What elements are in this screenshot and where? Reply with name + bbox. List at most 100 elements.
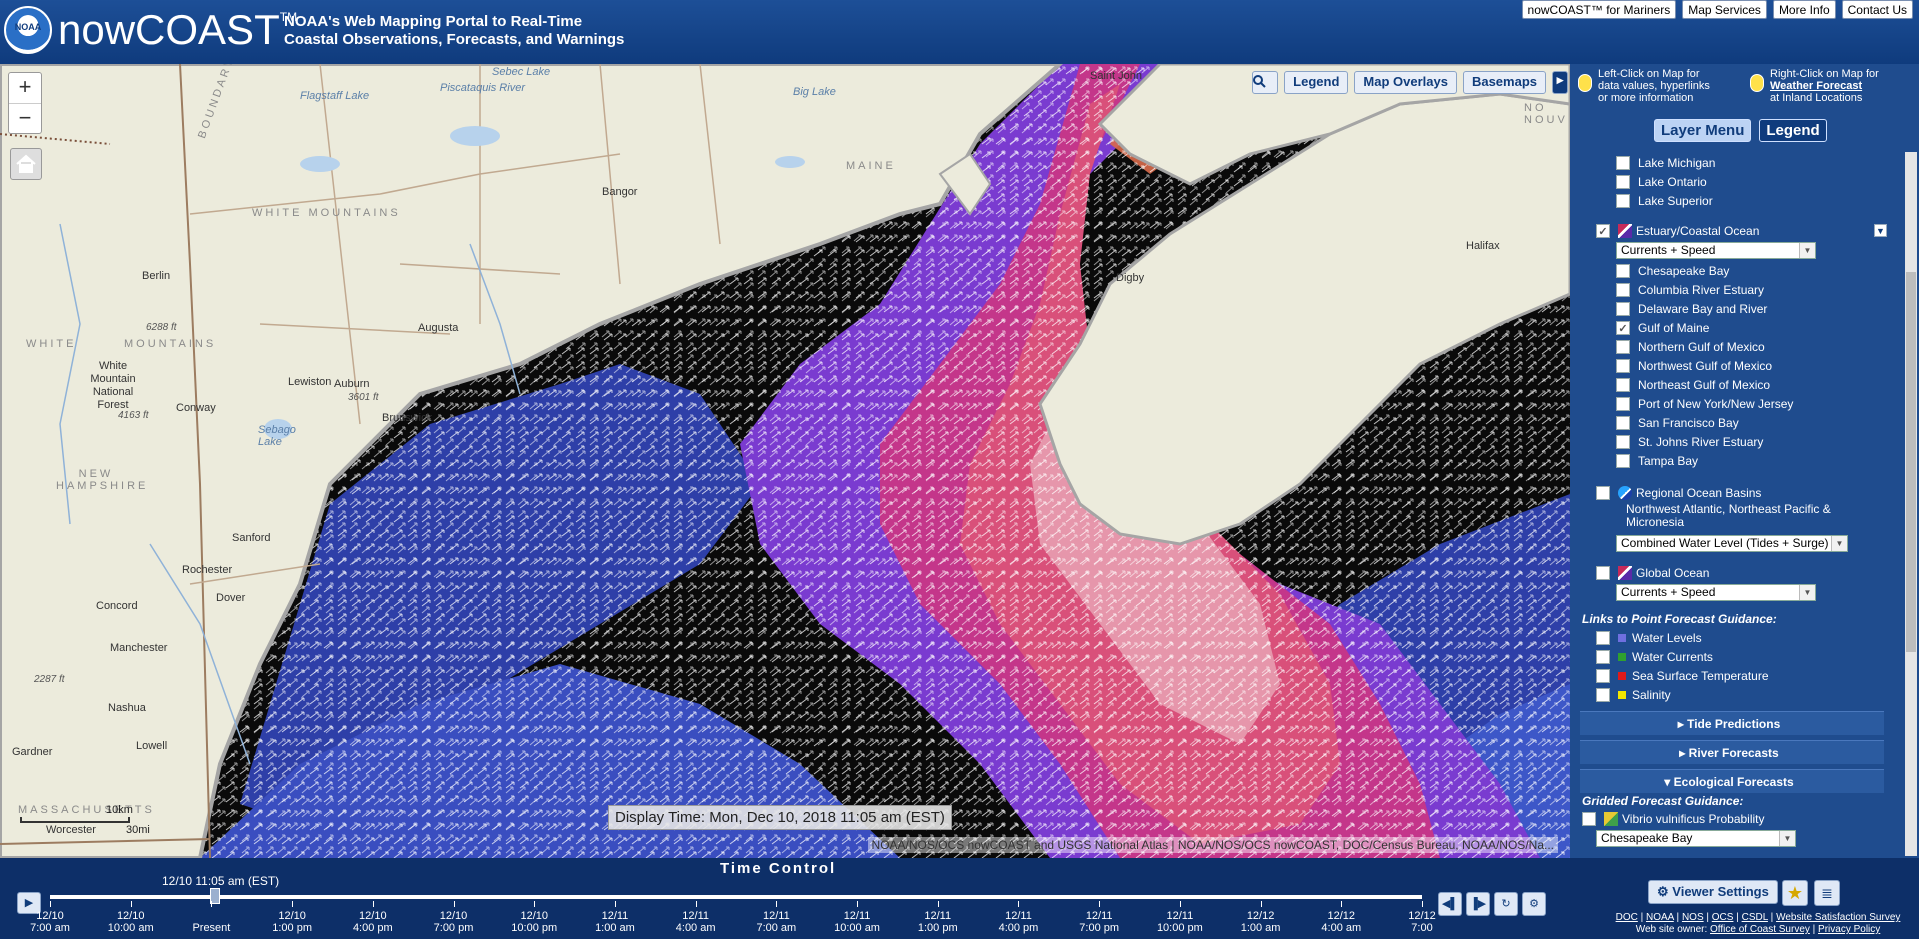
layer-checkbox[interactable] bbox=[1616, 175, 1630, 189]
estuary-item-row[interactable]: Northern Gulf of Mexico bbox=[1616, 338, 1765, 356]
estuary-item-row[interactable]: Delaware Bay and River bbox=[1616, 300, 1767, 318]
zoom-in-button[interactable]: + bbox=[18, 74, 32, 99]
basemaps-button[interactable]: Basemaps bbox=[1462, 71, 1546, 94]
estuary-item-checkbox[interactable] bbox=[1616, 264, 1630, 278]
csdl-link[interactable]: CSDL bbox=[1741, 912, 1768, 923]
tide-predictions-section[interactable]: ▸ Tide Predictions bbox=[1580, 711, 1884, 735]
refresh-button[interactable]: ↻ bbox=[1494, 892, 1518, 916]
estuary-item-checkbox[interactable] bbox=[1616, 435, 1630, 449]
doc-link[interactable]: DOC bbox=[1615, 912, 1638, 923]
time-tick-label[interactable]: 12/10 1:00 pm bbox=[257, 910, 327, 934]
viewer-settings-button[interactable]: ⚙ Viewer Settings bbox=[1648, 880, 1778, 904]
time-tick-label[interactable]: 12/11 1:00 pm bbox=[903, 910, 973, 934]
estuary-product-select[interactable]: Currents + Speed ▼ bbox=[1616, 242, 1816, 259]
map-overlays-button[interactable]: Map Overlays bbox=[1354, 71, 1457, 94]
estuary-item-row[interactable]: Port of New York/New Jersey bbox=[1616, 395, 1793, 413]
time-tick-label[interactable]: 12/11 10:00 am bbox=[822, 910, 892, 934]
point-forecast-row[interactable]: Sea Surface Temperature bbox=[1596, 667, 1769, 685]
step-back-button[interactable]: ◀▌ bbox=[1438, 892, 1462, 916]
point-checkbox[interactable] bbox=[1596, 650, 1610, 664]
noaa-link[interactable]: NOAA bbox=[1645, 912, 1674, 923]
time-tick-label[interactable]: 12/11 10:00 pm bbox=[1145, 910, 1215, 934]
point-forecast-row[interactable]: Salinity bbox=[1596, 686, 1671, 704]
time-tick-label[interactable]: 12/11 7:00 pm bbox=[1064, 910, 1134, 934]
time-tick-label[interactable]: 12/11 7:00 am bbox=[741, 910, 811, 934]
survey-link[interactable]: Website Satisfaction Survey bbox=[1776, 912, 1901, 923]
global-layer-row[interactable]: Global Ocean bbox=[1596, 564, 1709, 582]
play-button[interactable]: ▶ bbox=[17, 892, 41, 914]
time-tick-label[interactable]: 12/12 1:00 am bbox=[1226, 910, 1296, 934]
zoom-out-button[interactable]: − bbox=[9, 103, 41, 133]
estuary-item-checkbox[interactable] bbox=[1616, 454, 1630, 468]
time-tick-label[interactable]: 12/10 4:00 pm bbox=[338, 910, 408, 934]
map-canvas[interactable]: Saint John Sebec Lake Piscataquis River … bbox=[0, 64, 1570, 858]
time-slider-thumb[interactable] bbox=[209, 888, 220, 904]
favorites-button[interactable]: ★ bbox=[1782, 880, 1808, 906]
time-settings-button[interactable]: ⚙ bbox=[1522, 892, 1546, 916]
point-checkbox[interactable] bbox=[1596, 669, 1610, 683]
time-tick-label[interactable]: 12/11 1:00 am bbox=[580, 910, 650, 934]
time-slider[interactable] bbox=[50, 888, 1422, 904]
layer-checkbox[interactable] bbox=[1616, 194, 1630, 208]
ecological-forecasts-section[interactable]: ▾ Ecological Forecasts bbox=[1580, 769, 1884, 793]
regional-checkbox[interactable] bbox=[1596, 486, 1610, 500]
privacy-link[interactable]: Privacy Policy bbox=[1818, 924, 1881, 935]
home-button[interactable] bbox=[10, 148, 42, 180]
time-tick-label[interactable]: 12/12 4:00 am bbox=[1306, 910, 1376, 934]
global-checkbox[interactable] bbox=[1596, 566, 1610, 580]
estuary-item-checkbox[interactable] bbox=[1616, 283, 1630, 297]
map-legend-button[interactable]: Legend bbox=[1284, 71, 1349, 94]
noaa-logo[interactable]: NOAA bbox=[4, 6, 52, 54]
point-forecast-row[interactable]: Water Levels bbox=[1596, 629, 1702, 647]
weather-forecast-link[interactable]: Weather Forecast bbox=[1770, 80, 1863, 92]
estuary-item-checkbox[interactable] bbox=[1616, 321, 1630, 335]
estuary-item-row[interactable]: Gulf of Maine bbox=[1616, 319, 1709, 337]
estuary-layer-row[interactable]: Estuary/Coastal Ocean bbox=[1596, 222, 1759, 240]
more-info-link[interactable]: More Info bbox=[1772, 0, 1836, 19]
collapse-panel-button[interactable]: ▸ bbox=[1552, 71, 1568, 94]
estuary-item-checkbox[interactable] bbox=[1616, 397, 1630, 411]
vibrio-region-select[interactable]: Chesapeake Bay ▼ bbox=[1596, 830, 1796, 847]
layers-button[interactable]: ≣ bbox=[1814, 880, 1840, 906]
time-tick-label[interactable]: 12/11 4:00 am bbox=[661, 910, 731, 934]
time-tick-label[interactable]: 12/10 7:00 am bbox=[15, 910, 85, 934]
tab-layer-menu[interactable]: Layer Menu bbox=[1654, 119, 1752, 142]
tab-legend[interactable]: Legend bbox=[1759, 119, 1827, 142]
time-tick-label[interactable]: 12/10 10:00 am bbox=[96, 910, 166, 934]
contact-us-link[interactable]: Contact Us bbox=[1841, 0, 1913, 19]
estuary-item-checkbox[interactable] bbox=[1616, 416, 1630, 430]
time-tick-label[interactable]: 12/10 7:00 pm bbox=[419, 910, 489, 934]
vibrio-checkbox[interactable] bbox=[1582, 812, 1596, 826]
point-checkbox[interactable] bbox=[1596, 688, 1610, 702]
nos-link[interactable]: NOS bbox=[1681, 912, 1704, 923]
regional-layer-row[interactable]: Regional Ocean Basins bbox=[1596, 484, 1761, 502]
scrollbar-thumb[interactable] bbox=[1906, 272, 1916, 652]
estuary-item-checkbox[interactable] bbox=[1616, 340, 1630, 354]
estuary-checkbox[interactable] bbox=[1596, 224, 1610, 238]
estuary-item-checkbox[interactable] bbox=[1616, 378, 1630, 392]
estuary-item-row[interactable]: St. Johns River Estuary bbox=[1616, 433, 1763, 451]
layer-row[interactable]: Lake Michigan bbox=[1616, 154, 1715, 172]
point-checkbox[interactable] bbox=[1596, 631, 1610, 645]
ocs-owner-link[interactable]: Office of Coast Survey bbox=[1710, 924, 1810, 935]
estuary-item-row[interactable]: Northeast Gulf of Mexico bbox=[1616, 376, 1770, 394]
time-tick-label[interactable]: 12/12 7:00 bbox=[1387, 910, 1457, 934]
point-forecast-row[interactable]: Water Currents bbox=[1596, 648, 1713, 666]
map-services-link[interactable]: Map Services bbox=[1682, 0, 1767, 19]
estuary-item-row[interactable]: Northwest Gulf of Mexico bbox=[1616, 357, 1772, 375]
river-forecasts-section[interactable]: ▸ River Forecasts bbox=[1580, 740, 1884, 764]
layer-row[interactable]: Lake Superior bbox=[1616, 192, 1713, 210]
estuary-item-row[interactable]: Tampa Bay bbox=[1616, 452, 1698, 470]
step-forward-button[interactable]: ▐▶ bbox=[1466, 892, 1490, 916]
expand-dropdown-icon[interactable]: ▼ bbox=[1874, 224, 1887, 237]
estuary-item-row[interactable]: San Francisco Bay bbox=[1616, 414, 1739, 432]
regional-product-select[interactable]: Combined Water Level (Tides + Surge) ▼ bbox=[1616, 535, 1848, 552]
estuary-item-row[interactable]: Columbia River Estuary bbox=[1616, 281, 1764, 299]
layer-row[interactable]: Lake Ontario bbox=[1616, 173, 1707, 191]
mariners-link[interactable]: nowCOAST™ for Mariners bbox=[1521, 0, 1677, 19]
time-tick-label[interactable]: Present bbox=[176, 910, 246, 934]
estuary-item-checkbox[interactable] bbox=[1616, 302, 1630, 316]
ocs-link[interactable]: OCS bbox=[1711, 912, 1734, 923]
estuary-item-checkbox[interactable] bbox=[1616, 359, 1630, 373]
layer-checkbox[interactable] bbox=[1616, 156, 1630, 170]
